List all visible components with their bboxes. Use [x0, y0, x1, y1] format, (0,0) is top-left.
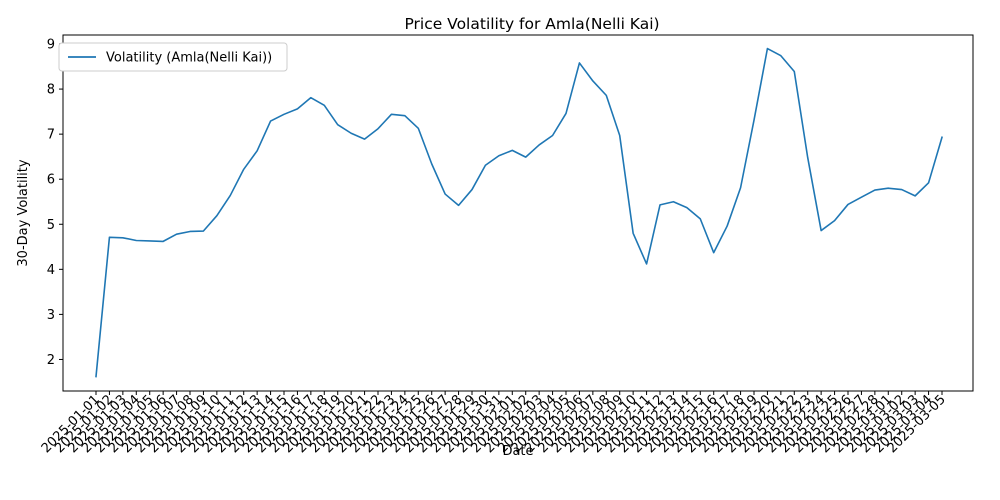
legend-box [58, 42, 288, 72]
y-tick-label: 8 [47, 83, 55, 98]
chart-title: Price Volatility for Amla(Nelli Kai) [404, 15, 659, 33]
y-tick-label: 6 [47, 173, 55, 188]
y-tick-label: 4 [47, 263, 55, 278]
y-tick-label: 7 [47, 128, 55, 143]
y-tick-label: 2 [47, 353, 55, 368]
y-axis-label: 30-Day Volatility [16, 159, 31, 266]
plot-frame [62, 34, 974, 392]
x-axis-label: Date [502, 444, 533, 459]
y-tick-label: 9 [47, 38, 55, 53]
series-line-0 [95, 47, 943, 378]
y-tick-label: 5 [47, 218, 55, 233]
legend: Volatility (Amla(Nelli Kai)) [58, 42, 288, 72]
y-tick-label: 3 [47, 308, 55, 323]
legend-label: Volatility (Amla(Nelli Kai)) [106, 51, 272, 66]
